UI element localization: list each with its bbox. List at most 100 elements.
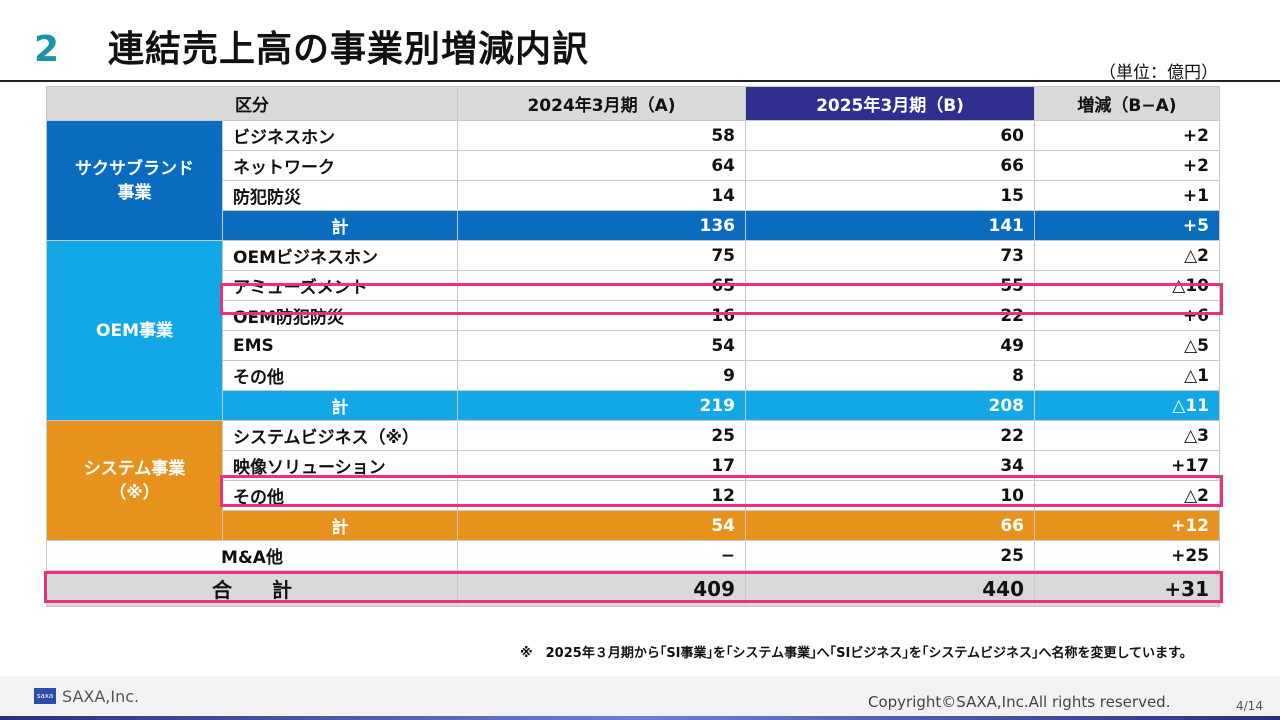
subtotal-row: 計 54 66 +12	[47, 510, 1220, 541]
value-b: 73	[745, 240, 1035, 271]
row-label: システムビジネス（※）	[222, 420, 458, 451]
row-label: ネットワーク	[222, 150, 458, 181]
subtotal-a: 219	[457, 390, 746, 421]
table-header-row: 区分 2024年3月期（A) 2025年3月期（B) 増減（B−A)	[46, 86, 1220, 121]
row-label: OEM防犯防災	[222, 300, 458, 331]
value-b: 10	[745, 480, 1035, 511]
row-label: 映像ソリューション	[222, 450, 458, 481]
value-a: 58	[457, 120, 746, 151]
value-a: 14	[457, 180, 746, 211]
value-a: 64	[457, 150, 746, 181]
category-saxa-brand: サクサブランド 事業	[46, 120, 223, 241]
value-a: 17	[457, 450, 746, 481]
subtotal-diff: +12	[1034, 510, 1220, 541]
footer-band	[0, 676, 1280, 720]
value-a: 75	[457, 240, 746, 271]
value-diff: +17	[1034, 450, 1220, 481]
section-number: 2	[34, 29, 60, 70]
category-oem: OEM事業	[46, 240, 223, 421]
subtotal-row: 計 219 208 △11	[47, 390, 1220, 421]
value-b: 15	[745, 180, 1035, 211]
row-label: EMS	[222, 330, 458, 361]
value-b: 22	[745, 300, 1035, 331]
value-diff: +2	[1034, 150, 1220, 181]
table-row: その他 12 10 △2	[47, 480, 1220, 511]
row-label: その他	[222, 480, 458, 511]
value-b: 55	[745, 270, 1035, 301]
row-label: その他	[222, 360, 458, 391]
table-row: OEM事業 OEMビジネスホン 75 73 △2	[46, 240, 1220, 421]
subtotal-label: 計	[222, 510, 458, 541]
value-a: 65	[457, 270, 746, 301]
value-diff: +6	[1034, 300, 1220, 331]
subtotal-label: 計	[222, 390, 458, 421]
subtotal-b: 208	[745, 390, 1035, 421]
table-row: その他 9 8 △1	[47, 360, 1220, 391]
ma-a: −	[457, 540, 746, 571]
table-row: アミューズメント 65 55 △10	[47, 270, 1220, 301]
value-diff: △2	[1034, 240, 1220, 271]
row-label: アミューズメント	[222, 270, 458, 301]
header-category: 区分	[46, 86, 458, 121]
subtotal-a: 54	[457, 510, 746, 541]
table-row: OEM防犯防災 16 22 +6	[47, 300, 1220, 331]
title-divider	[0, 80, 1280, 82]
subtotal-diff: △11	[1034, 390, 1220, 421]
header-change: 増減（B−A)	[1034, 86, 1220, 121]
value-b: 22	[745, 420, 1035, 451]
footnote: ※ 2025年３月期から｢SI事業｣を｢システム事業｣へ｢SIビジネス｣を｢シス…	[520, 646, 1193, 661]
footer-accent-line	[0, 716, 1280, 720]
table-row: システム事業 （※） システムビジネス（※） 25 22 △3	[46, 420, 1220, 541]
ma-label: M&A他	[46, 540, 458, 571]
value-diff: +2	[1034, 120, 1220, 151]
value-a: 9	[457, 360, 746, 391]
total-b: 440	[745, 570, 1035, 607]
row-label: 防犯防災	[222, 180, 458, 211]
value-b: 66	[745, 150, 1035, 181]
value-a: 54	[457, 330, 746, 361]
header-fy2025: 2025年3月期（B)	[745, 86, 1035, 121]
value-diff: △5	[1034, 330, 1220, 361]
company-name: SAXA,Inc.	[62, 687, 140, 706]
ma-diff: +25	[1034, 540, 1220, 571]
total-diff: +31	[1034, 570, 1220, 607]
value-a: 12	[457, 480, 746, 511]
grand-total-row: 合 計 409 440 +31	[46, 570, 1220, 607]
ma-b: 25	[745, 540, 1035, 571]
category-label: サクサブランド 事業	[75, 158, 194, 203]
row-label: ビジネスホン	[222, 120, 458, 151]
table-row: ネットワーク 64 66 +2	[47, 150, 1220, 181]
unit-label: （単位：億円）	[1099, 63, 1218, 83]
value-diff: △10	[1034, 270, 1220, 301]
subtotal-a: 136	[457, 210, 746, 241]
subtotal-row: 計 136 141 +5	[47, 210, 1220, 241]
category-label: システム事業 （※）	[83, 458, 186, 503]
subtotal-b: 141	[745, 210, 1035, 241]
value-b: 8	[745, 360, 1035, 391]
saxa-logo-icon: saxa	[34, 688, 56, 704]
ma-row: M&A他 − 25 +25	[46, 540, 1220, 571]
value-diff: △3	[1034, 420, 1220, 451]
page-number: 4/14	[1236, 699, 1263, 713]
page-title: 連結売上高の事業別増減内訳	[108, 29, 590, 70]
table-row: EMS 54 49 △5	[47, 330, 1220, 361]
value-b: 60	[745, 120, 1035, 151]
value-diff: +1	[1034, 180, 1220, 211]
table-row: 防犯防災 14 15 +1	[47, 180, 1220, 211]
total-label: 合 計	[46, 570, 458, 607]
subtotal-label: 計	[222, 210, 458, 241]
value-diff: △1	[1034, 360, 1220, 391]
value-a: 25	[457, 420, 746, 451]
value-a: 16	[457, 300, 746, 331]
header-fy2024: 2024年3月期（A)	[457, 86, 746, 121]
subtotal-b: 66	[745, 510, 1035, 541]
value-diff: △2	[1034, 480, 1220, 511]
row-label: OEMビジネスホン	[222, 240, 458, 271]
table-row: 映像ソリューション 17 34 +17	[47, 450, 1220, 481]
category-label: OEM事業	[96, 320, 173, 341]
sales-breakdown-table: 区分 2024年3月期（A) 2025年3月期（B) 増減（B−A) サクサブラ…	[46, 86, 1220, 607]
value-b: 34	[745, 450, 1035, 481]
category-system: システム事業 （※）	[46, 420, 223, 541]
total-a: 409	[457, 570, 746, 607]
value-b: 49	[745, 330, 1035, 361]
